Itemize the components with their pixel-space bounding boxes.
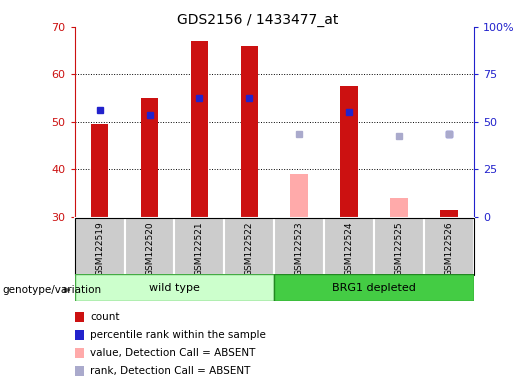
Bar [324,218,374,275]
Text: GSM122522: GSM122522 [245,222,254,276]
Bar [374,218,424,275]
Text: percentile rank within the sample: percentile rank within the sample [90,330,266,340]
Text: GSM122519: GSM122519 [95,222,104,276]
Text: GSM122523: GSM122523 [295,222,304,276]
Bar [91,124,108,217]
Bar [141,98,158,217]
Text: GSM122526: GSM122526 [444,222,453,276]
Bar [125,218,175,275]
Bar [440,210,458,217]
Text: wild type: wild type [149,283,200,293]
Bar [191,41,208,217]
Text: BRG1 depleted: BRG1 depleted [332,283,416,293]
Bar [75,274,274,301]
Bar [290,174,308,217]
Bar [75,218,125,275]
Text: GSM122520: GSM122520 [145,222,154,276]
Text: rank, Detection Call = ABSENT: rank, Detection Call = ABSENT [90,366,250,376]
Text: GDS2156 / 1433477_at: GDS2156 / 1433477_at [177,13,338,27]
Bar [175,218,225,275]
Text: GSM122524: GSM122524 [345,222,354,276]
Text: GSM122525: GSM122525 [394,222,403,276]
Bar [274,218,324,275]
Text: value, Detection Call = ABSENT: value, Detection Call = ABSENT [90,348,255,358]
Text: genotype/variation: genotype/variation [3,285,101,295]
Text: count: count [90,312,119,322]
Text: GSM122521: GSM122521 [195,222,204,276]
Bar [390,198,408,217]
Bar [274,274,474,301]
Bar [424,218,474,275]
Bar [241,46,258,217]
Bar [225,218,274,275]
Bar [340,86,358,217]
